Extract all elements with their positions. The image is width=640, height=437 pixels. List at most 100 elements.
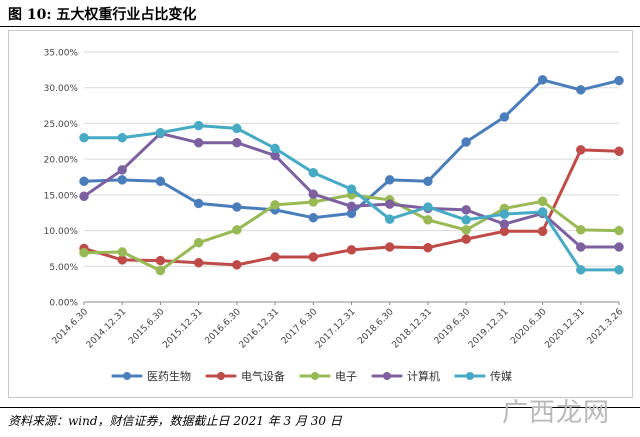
data-point-2: [537, 226, 548, 237]
data-point-3: [232, 225, 242, 235]
data-point-5: [232, 123, 242, 134]
legend-label: 电气设备: [241, 369, 285, 383]
data-point-3: [155, 265, 166, 276]
data-point-3: [270, 200, 280, 210]
data-point-5: [461, 215, 471, 225]
y-tick-label: 5.00%: [49, 263, 78, 273]
data-point-5: [270, 143, 280, 154]
data-point-3: [537, 196, 548, 207]
data-point-4: [384, 199, 395, 209]
data-point-1: [155, 176, 166, 187]
x-tick-label: 2018.12.31: [391, 307, 435, 351]
x-tick-label: 2018.6.30: [356, 307, 396, 347]
data-point-5: [117, 132, 127, 143]
data-point-4: [232, 137, 242, 148]
data-point-1: [79, 176, 89, 187]
data-point-2: [155, 255, 166, 266]
figure-title: 图 10: 五大权重行业占比变化: [8, 7, 197, 23]
data-point-5: [384, 214, 395, 224]
y-tick-label: 10.00%: [44, 227, 79, 237]
data-point-1: [117, 175, 127, 185]
y-tick-label: 15.00%: [44, 191, 79, 201]
data-point-4: [461, 205, 471, 215]
data-point-1: [537, 75, 548, 85]
data-point-4: [614, 242, 624, 252]
x-tick-label: 2015.6.30: [127, 307, 167, 347]
chart-container: 0.00% 5.00% 10.00% 15.00% 20.00% 25.00% 30.00%…: [8, 30, 633, 398]
data-point-4: [499, 219, 510, 229]
legend-marker-2: [217, 372, 225, 380]
data-point-5: [193, 120, 204, 131]
legend-marker-3: [311, 372, 319, 380]
data-point-2: [461, 234, 471, 244]
x-tick-label: 2015.12.31: [161, 307, 205, 351]
data-point-3: [117, 247, 127, 257]
data-point-4: [576, 242, 586, 252]
data-point-4: [117, 165, 127, 175]
data-point-4: [193, 137, 204, 148]
data-point-2: [346, 245, 357, 255]
legend-label: 计算机: [407, 369, 440, 383]
data-point-1: [423, 176, 433, 187]
data-point-4: [308, 189, 319, 199]
data-point-5: [499, 209, 510, 219]
x-tick-label: 2020.12.31: [543, 307, 587, 351]
data-point-2: [232, 260, 242, 270]
legend-label: 传媒: [490, 370, 512, 383]
data-point-1: [193, 198, 204, 209]
data-point-2: [576, 145, 586, 155]
data-point-4: [346, 201, 357, 212]
data-point-2: [270, 252, 280, 262]
data-point-3: [614, 225, 624, 236]
data-point-3: [423, 215, 433, 225]
data-point-1: [384, 175, 395, 185]
source-note: 资料来源：wind，财信证券，数据截止日 2021 年 3 月 30 日: [8, 414, 342, 428]
legend-marker-4: [383, 372, 391, 380]
legend-marker-1: [123, 372, 131, 380]
y-tick-label: 25.00%: [44, 120, 79, 130]
x-tick-label: 2020.6.30: [509, 307, 549, 347]
data-point-2: [384, 242, 395, 252]
data-point-1: [308, 212, 319, 223]
x-tick-label: 2014.6.30: [51, 307, 91, 347]
bottom-rule: [0, 407, 640, 408]
data-point-1: [576, 85, 586, 95]
data-point-4: [79, 191, 89, 202]
data-point-3: [576, 225, 586, 235]
data-point-1: [232, 202, 242, 212]
y-tick-label: 30.00%: [44, 84, 79, 94]
data-point-1: [499, 112, 510, 122]
y-tick-label: 0.00%: [49, 299, 78, 309]
x-tick-label: 2016.12.31: [238, 307, 282, 351]
data-point-5: [79, 132, 89, 143]
data-point-2: [614, 146, 624, 157]
legend-label: 电子: [335, 370, 357, 383]
legend-marker-5: [466, 372, 474, 380]
data-point-1: [614, 75, 624, 86]
data-point-1: [461, 137, 471, 147]
legend-label: 医药生物: [147, 369, 191, 383]
data-point-2: [308, 252, 319, 262]
data-point-5: [308, 167, 319, 178]
data-point-3: [193, 237, 204, 248]
data-point-5: [537, 207, 548, 217]
data-point-3: [461, 225, 471, 235]
x-tick-label: 2021.3.26: [586, 307, 626, 347]
data-point-5: [614, 265, 624, 275]
y-tick-label: 20.00%: [44, 156, 79, 166]
data-point-5: [155, 127, 166, 138]
watermark-logo: 广西龙网: [501, 398, 610, 428]
data-point-5: [423, 202, 433, 212]
data-point-2: [423, 242, 433, 253]
x-tick-label: 2017.12.31: [314, 307, 358, 351]
x-tick-label: 2019.6.30: [433, 307, 473, 347]
x-tick-label: 2014.12.31: [85, 307, 129, 351]
top-rule: [0, 26, 640, 27]
data-point-3: [79, 247, 89, 258]
x-tick-label: 2019.12.31: [467, 307, 511, 351]
data-point-5: [346, 184, 357, 194]
x-tick-label: 2016.6.30: [204, 307, 244, 347]
x-tick-label: 2017.6.30: [280, 307, 320, 347]
line-chart: 0.00% 5.00% 10.00% 15.00% 20.00% 25.00% 30.00%…: [44, 49, 626, 384]
data-point-5: [576, 265, 586, 275]
